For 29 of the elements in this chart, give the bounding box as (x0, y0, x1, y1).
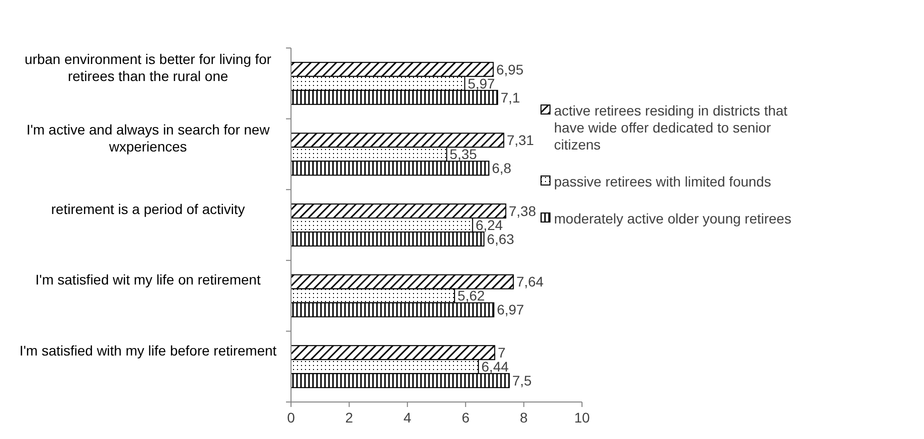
data-label: 7,31 (506, 132, 534, 148)
y-tick-label: retirement is a period of activity (51, 200, 245, 217)
y-tick-label: urban environment is better for living for retirees than the rural one (24, 50, 272, 84)
x-tick-label: 4 (404, 410, 412, 426)
x-tick-label: 2 (345, 410, 354, 426)
y-tick-label: I'm satisfied with my life before retirement (19, 342, 277, 358)
x-tick-label: 0 (287, 410, 296, 426)
data-label: 6,97 (496, 302, 524, 318)
legend-label: passive retirees with limited founds (554, 174, 772, 190)
data-label: 5,35 (450, 146, 478, 162)
data-label: 7,64 (516, 274, 544, 290)
data-label: 5,62 (458, 288, 486, 304)
data-label: 6,24 (476, 216, 504, 233)
x-tick-label: 8 (520, 410, 528, 426)
x-tick-label: 6 (462, 410, 470, 426)
data-label: 7,38 (508, 202, 536, 219)
data-label: 6,63 (486, 230, 514, 247)
data-label: 7,1 (500, 89, 520, 106)
y-tick-label: I'm active and always in search for new wxperiences (26, 122, 270, 155)
data-label: 7,5 (512, 372, 532, 388)
y-tick-label: I'm satisfied wit my life on retirement (35, 272, 261, 288)
x-tick-label: 10 (574, 410, 590, 426)
data-label: 7 (498, 344, 506, 360)
legend-label: active retirees residing in districts that have wide offer dedicated to senior citizens (554, 102, 788, 153)
data-label: 6,8 (492, 160, 512, 176)
data-label: 6,44 (481, 358, 509, 374)
data-label: 5,97 (468, 75, 496, 92)
data-label: 6,95 (496, 61, 524, 78)
legend-label: moderately active older young retirees (554, 210, 792, 227)
